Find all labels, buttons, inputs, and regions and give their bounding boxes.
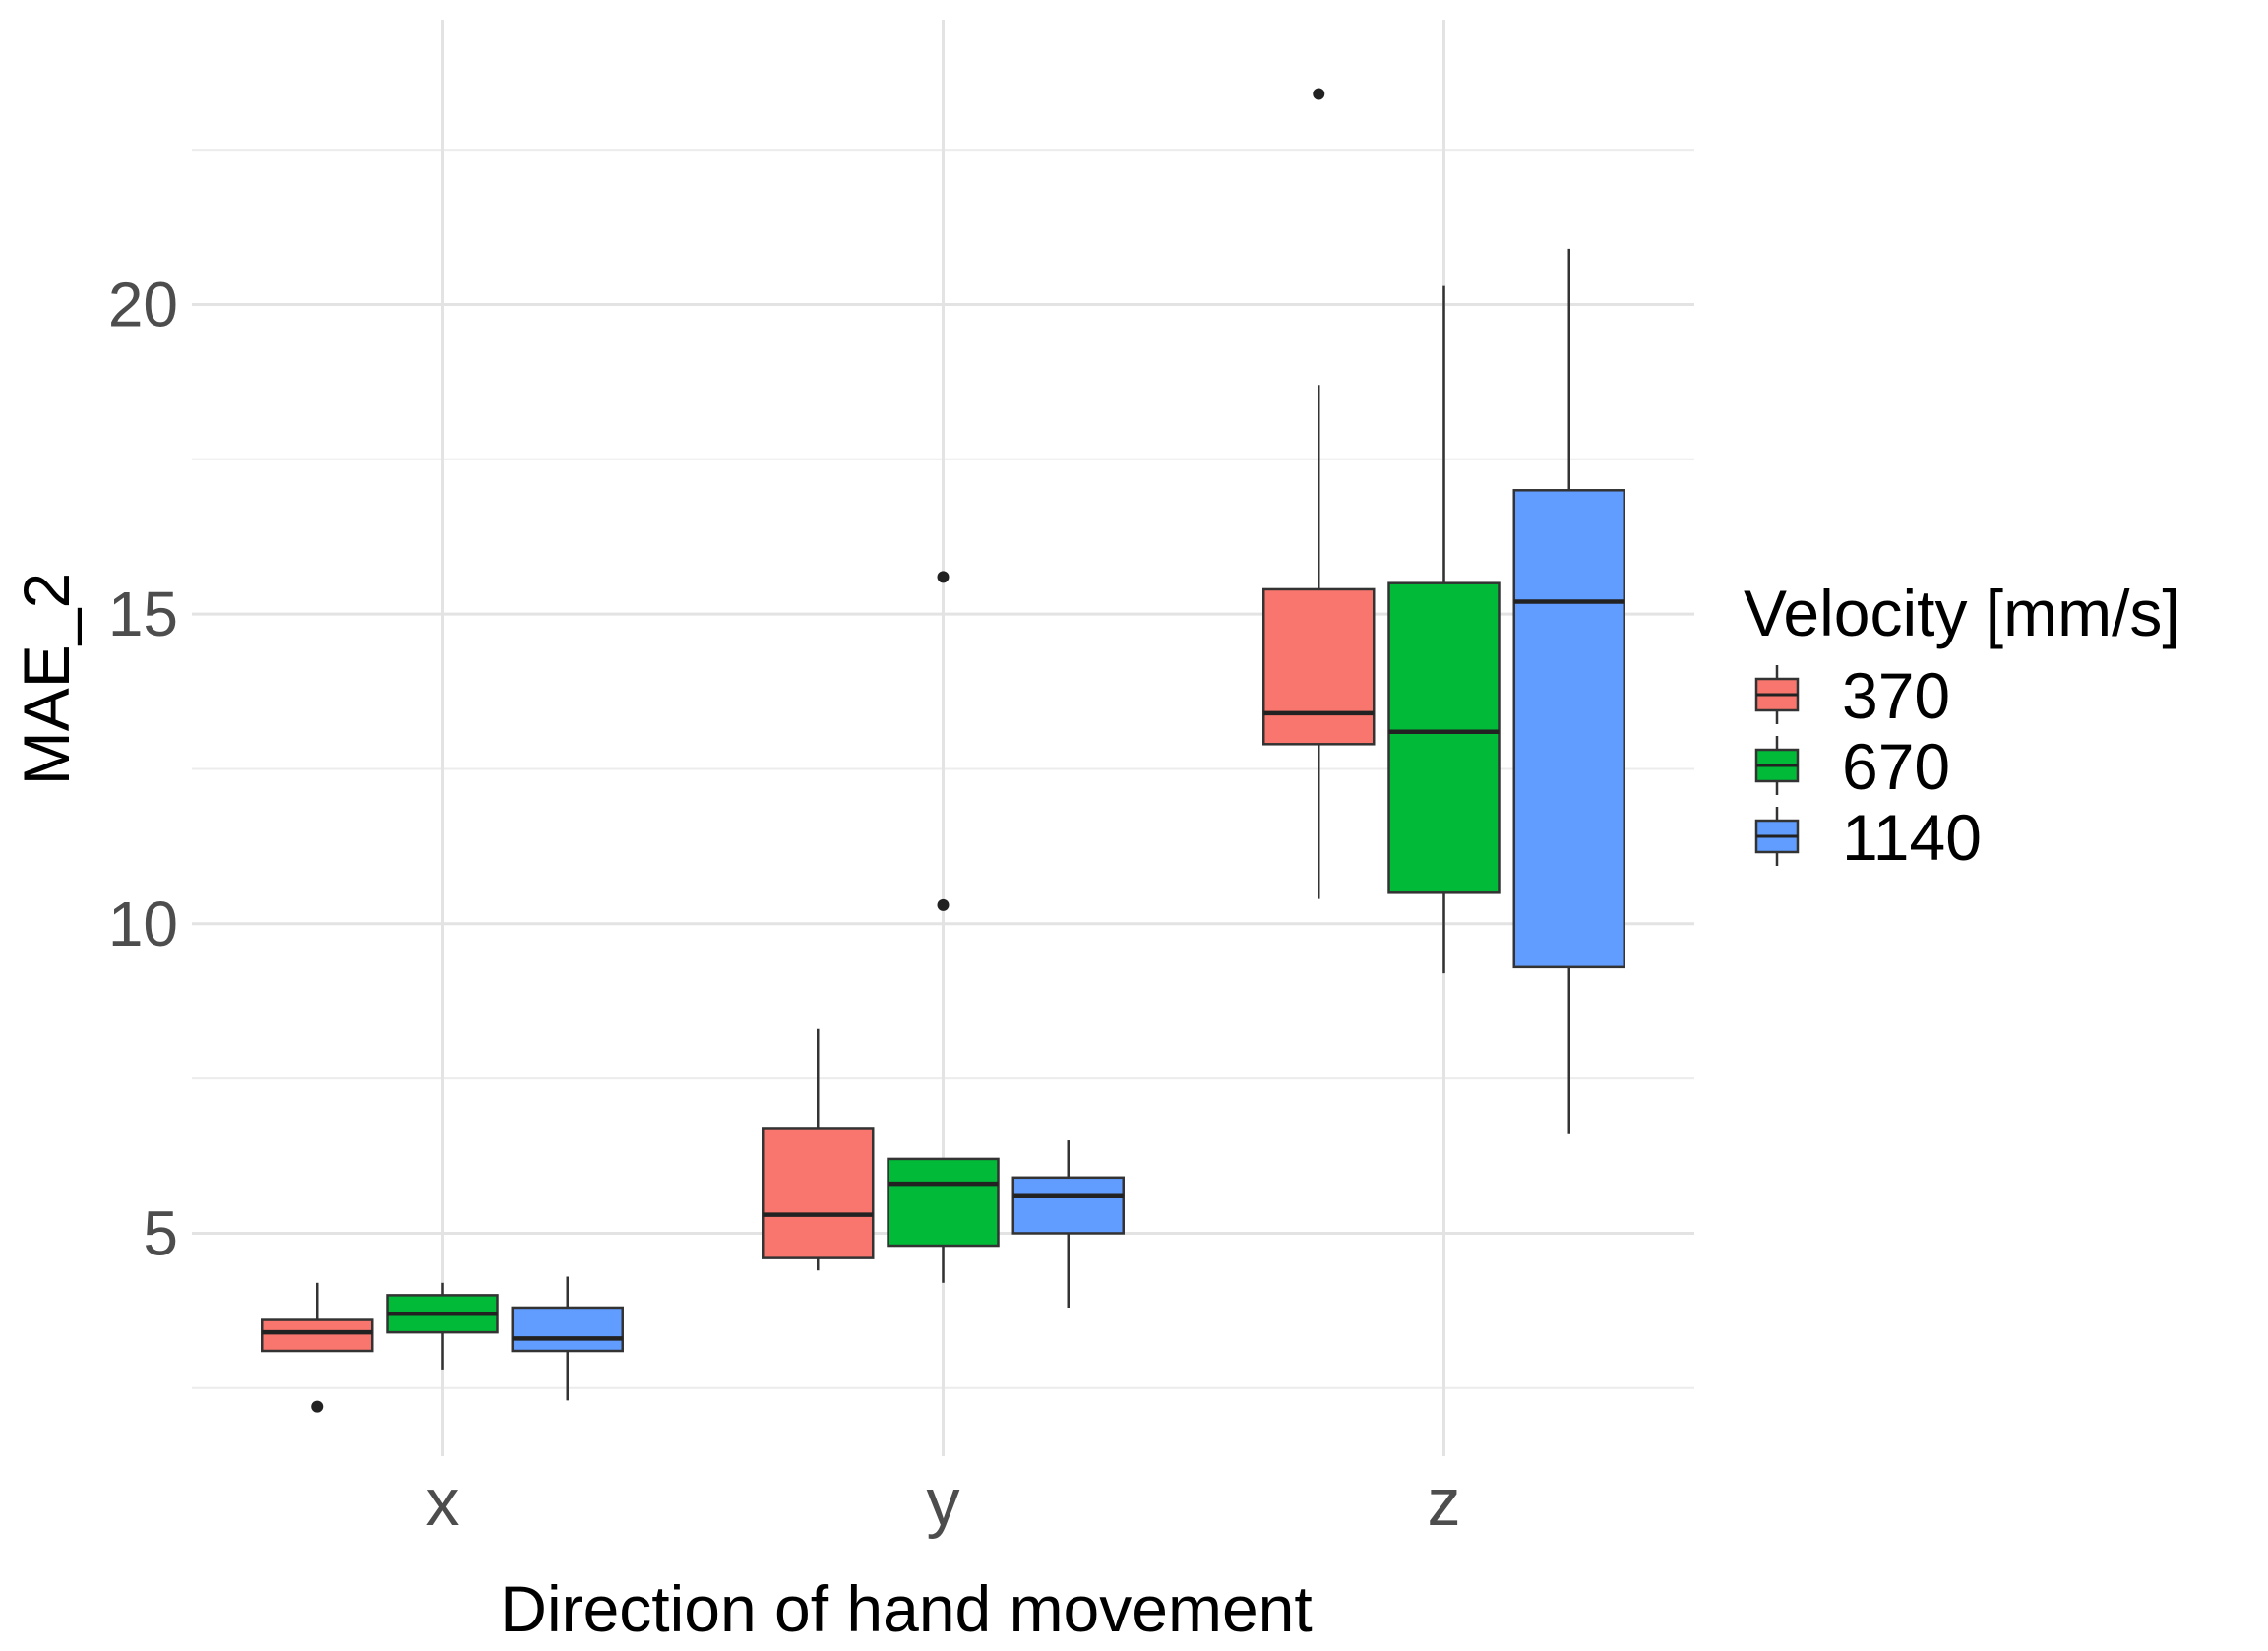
- box-x-1140: [511, 1276, 624, 1401]
- y-tick-labels: 5 10 15 20: [108, 269, 178, 1268]
- box-series-1140: [511, 248, 1625, 1401]
- legend-item-1140: 1140: [1754, 801, 1982, 874]
- box-body: [887, 1157, 1000, 1248]
- box-series-370: [261, 88, 1376, 1413]
- outlier-point: [1313, 88, 1325, 100]
- legend-title: Velocity [mm/s]: [1744, 577, 2180, 649]
- x-tick-label: z: [1428, 1465, 1461, 1540]
- legend-item-370: 370: [1754, 659, 1950, 732]
- box-z-1140: [1512, 248, 1625, 1134]
- box-series: [261, 88, 1625, 1413]
- legend-label: 370: [1842, 659, 1950, 732]
- x-axis-label: Direction of hand movement: [500, 1572, 1312, 1645]
- x-tick-labels: x y z: [426, 1465, 1461, 1540]
- outlier-point: [311, 1400, 324, 1413]
- box-z-670: [1387, 285, 1501, 974]
- legend-item-670: 670: [1754, 730, 1950, 803]
- box-y-1140: [1011, 1140, 1125, 1308]
- box-body: [1011, 1176, 1125, 1235]
- y-axis-label: MAE_2: [10, 573, 83, 785]
- x-tick-label: x: [426, 1465, 460, 1540]
- box-y-670: [887, 571, 1000, 1283]
- outlier-point: [937, 571, 950, 583]
- legend-label: 670: [1842, 730, 1950, 803]
- box-body: [1512, 489, 1625, 969]
- box-x-670: [386, 1282, 499, 1370]
- x-tick-label: y: [927, 1465, 960, 1540]
- y-tick-label: 20: [108, 269, 178, 339]
- box-series-670: [386, 285, 1501, 1370]
- box-body: [1387, 581, 1501, 894]
- box-body: [1262, 587, 1376, 746]
- box-body: [261, 1318, 374, 1353]
- box-x-370: [261, 1282, 374, 1413]
- y-tick-label: 15: [108, 579, 178, 649]
- y-tick-label: 10: [108, 888, 178, 959]
- y-tick-label: 5: [143, 1197, 178, 1268]
- box-body: [762, 1127, 875, 1259]
- legend-label: 1140: [1842, 801, 1982, 874]
- box-body: [511, 1306, 624, 1353]
- outlier-point: [937, 898, 950, 911]
- box-y-370: [762, 1028, 875, 1271]
- box-z-370: [1262, 88, 1376, 899]
